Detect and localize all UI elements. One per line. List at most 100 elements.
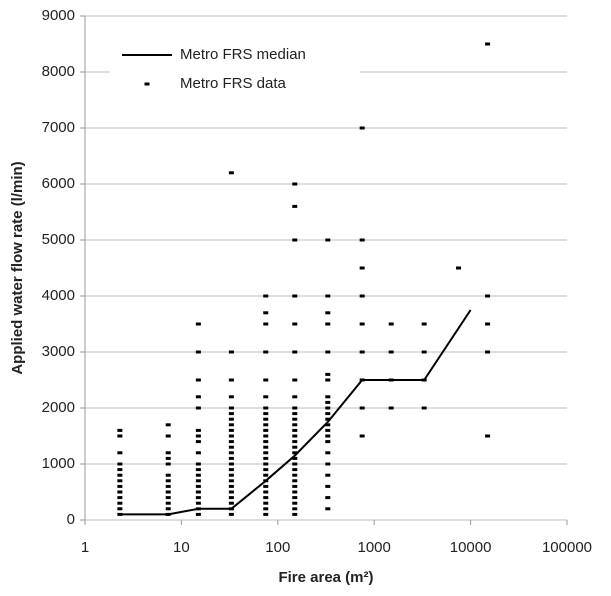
- data-point: [195, 350, 201, 354]
- data-point: [195, 451, 201, 455]
- x-axis-title: Fire area (m²): [278, 569, 373, 586]
- data-point: [325, 440, 331, 444]
- data-point: [195, 462, 201, 466]
- data-point: [292, 496, 298, 500]
- data-point: [292, 440, 298, 444]
- data-point: [195, 378, 201, 382]
- y-tick-label: 9000: [42, 7, 75, 24]
- data-point: [292, 350, 298, 354]
- data-point: [117, 473, 123, 477]
- data-point: [292, 512, 298, 516]
- data-point: [359, 378, 365, 382]
- data-point: [165, 473, 171, 477]
- data-point: [195, 440, 201, 444]
- data-point: [359, 238, 365, 242]
- data-point: [195, 434, 201, 438]
- data-point: [359, 266, 365, 270]
- data-point: [485, 434, 491, 438]
- data-point: [388, 378, 394, 382]
- data-point: [292, 294, 298, 298]
- data-point: [228, 423, 234, 427]
- data-point: [165, 512, 171, 516]
- data-point: [359, 322, 365, 326]
- y-tick-label: 4000: [42, 287, 75, 304]
- data-point: [117, 501, 123, 505]
- data-point: [263, 406, 269, 410]
- data-point: [263, 512, 269, 516]
- data-point: [228, 512, 234, 516]
- data-point: [485, 294, 491, 298]
- data-point: [292, 484, 298, 488]
- data-point: [228, 440, 234, 444]
- data-point: [263, 423, 269, 427]
- data-point: [325, 395, 331, 399]
- data-point: [263, 434, 269, 438]
- data-point: [292, 395, 298, 399]
- data-point: [292, 406, 298, 410]
- data-point: [263, 428, 269, 432]
- x-tick-label: 10: [173, 539, 190, 556]
- data-point: [165, 462, 171, 466]
- data-point: [292, 417, 298, 421]
- data-point: [485, 350, 491, 354]
- data-point: [292, 204, 298, 208]
- data-point: [263, 440, 269, 444]
- data-point: [228, 395, 234, 399]
- data-point: [292, 182, 298, 186]
- data-point: [325, 473, 331, 477]
- y-tick-label: 2000: [42, 399, 75, 416]
- data-point: [263, 378, 269, 382]
- data-point: [195, 473, 201, 477]
- data-point: [263, 350, 269, 354]
- y-tick-label: 8000: [42, 63, 75, 80]
- data-point: [325, 372, 331, 376]
- y-tick-label: 0: [67, 511, 75, 528]
- data-point: [292, 507, 298, 511]
- data-point: [228, 490, 234, 494]
- data-point: [263, 451, 269, 455]
- x-tick-label: 100: [265, 539, 290, 556]
- y-tick-label: 6000: [42, 175, 75, 192]
- y-tick-label: 1000: [42, 455, 75, 472]
- data-point: [195, 490, 201, 494]
- data-point: [263, 395, 269, 399]
- data-point: [456, 266, 462, 270]
- data-point: [165, 479, 171, 483]
- data-point: [292, 445, 298, 449]
- data-point: [195, 479, 201, 483]
- data-point: [228, 462, 234, 466]
- x-tick-label: 1000: [358, 539, 391, 556]
- data-point: [228, 496, 234, 500]
- legend-label: Metro FRS data: [180, 75, 287, 92]
- data-point: [263, 473, 269, 477]
- data-point: [292, 473, 298, 477]
- data-point: [292, 238, 298, 242]
- data-point: [195, 406, 201, 410]
- data-point: [195, 496, 201, 500]
- legend-marker: [144, 82, 150, 86]
- data-point: [117, 468, 123, 472]
- data-point: [117, 451, 123, 455]
- data-point: [117, 507, 123, 511]
- x-tick-label: 1: [81, 539, 89, 556]
- data-point: [195, 501, 201, 505]
- data-point: [292, 378, 298, 382]
- y-tick-label: 7000: [42, 119, 75, 136]
- data-point: [325, 507, 331, 511]
- data-point: [359, 294, 365, 298]
- data-point: [359, 350, 365, 354]
- data-point: [325, 311, 331, 315]
- data-point: [292, 412, 298, 416]
- data-point: [165, 496, 171, 500]
- data-point: [117, 512, 123, 516]
- data-point: [195, 512, 201, 516]
- data-point: [263, 490, 269, 494]
- data-point: [263, 412, 269, 416]
- y-axis-title: Applied water flow rate (l/min): [9, 161, 26, 374]
- data-point: [263, 484, 269, 488]
- data-point: [263, 294, 269, 298]
- data-point: [325, 462, 331, 466]
- data-point: [263, 417, 269, 421]
- data-point: [292, 479, 298, 483]
